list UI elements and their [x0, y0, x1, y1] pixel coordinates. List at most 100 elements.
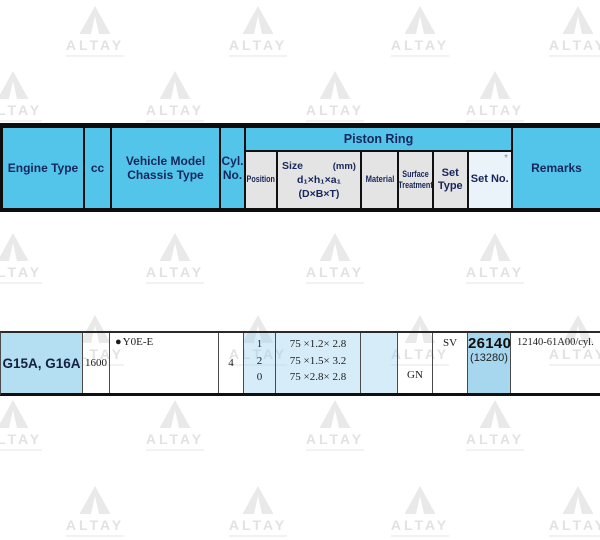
cell-set-no: 26140 (13280) [468, 333, 511, 393]
header-cyl-line2: No. [222, 168, 243, 182]
altay-watermark-text: ALTAY [305, 431, 365, 447]
altay-watermark-text: ALTAY [145, 264, 205, 280]
size-value: 75 ×1.5× 3.2 [289, 354, 347, 367]
altay-logo-icon [79, 6, 111, 34]
cell-surface-treatment: GN [398, 333, 433, 393]
altay-watermark-text: ALTAY [548, 37, 600, 53]
altay-watermark-subline [66, 55, 124, 57]
set-no-alt-value: (13280) [470, 352, 508, 364]
altay-watermark-subline [0, 120, 42, 122]
cell-engine-type: G15A, G16A [1, 333, 83, 393]
set-type-value: SV [442, 337, 458, 349]
altay-watermark-text: ALTAY [65, 37, 125, 53]
header-remarks-label: Remarks [531, 161, 582, 175]
altay-logo-icon [242, 486, 274, 514]
header-set-type-line2: Type [437, 180, 463, 192]
altay-watermark-text: ALTAY [465, 102, 525, 118]
altay-logo-icon [319, 233, 351, 261]
altay-logo-icon [159, 233, 191, 261]
header-surface-line2: Treatment [398, 180, 433, 190]
cc-value: 1600 [85, 357, 107, 369]
altay-watermark-text: ALTAY [305, 102, 365, 118]
header-engine-type-label: Engine Type [7, 161, 79, 175]
catalog-header-table: Engine Type cc Vehicle Model Chassis Typ… [0, 123, 600, 212]
altay-logo-icon [562, 6, 594, 34]
header-piston-ring-subcolumns: Position Size (mm) d₁×h₁×a₁ (D×B×T) Mate… [246, 152, 511, 208]
altay-watermark-text: ALTAY [65, 517, 125, 533]
cell-cc: 1600 [83, 333, 110, 393]
altay-watermark: ALTAY [290, 71, 380, 122]
altay-watermark-text: ALTAY [305, 264, 365, 280]
set-no-value: 26140 [468, 335, 512, 352]
altay-watermark: ALTAY [130, 71, 220, 122]
header-cyl-no: Cyl. No. [221, 128, 246, 208]
altay-logo-icon [319, 400, 351, 428]
altay-watermark: ALTAY [533, 6, 600, 57]
altay-logo-icon [479, 400, 511, 428]
altay-logo-icon [479, 233, 511, 261]
header-material: Material [361, 152, 399, 208]
altay-logo-icon [159, 71, 191, 99]
altay-watermark-subline [391, 535, 449, 537]
altay-watermark-subline [0, 282, 42, 284]
altay-watermark-text: ALTAY [465, 264, 525, 280]
header-cyl-line1: Cyl. [221, 154, 244, 168]
altay-watermark-subline [66, 535, 124, 537]
altay-watermark: ALTAY [450, 71, 540, 122]
altay-watermark-text: ALTAY [228, 517, 288, 533]
altay-logo-icon [562, 486, 594, 514]
altay-watermark: ALTAY [50, 486, 140, 537]
altay-watermark: ALTAY [290, 400, 380, 451]
altay-watermark-text: ALTAY [0, 431, 43, 447]
header-vehicle-model: Vehicle Model Chassis Type [112, 128, 221, 208]
header-vehicle-model-line2: Chassis Type [127, 168, 204, 182]
altay-watermark-subline [146, 449, 204, 451]
altay-logo-icon [404, 486, 436, 514]
altay-watermark: ALTAY [450, 233, 540, 284]
cell-set-type: SV [433, 333, 468, 393]
altay-logo-icon [404, 6, 436, 34]
cell-size: 75 ×1.2× 2.8 75 ×1.5× 3.2 75 ×2.8× 2.8 [276, 333, 361, 393]
altay-logo-icon [242, 6, 274, 34]
altay-watermark-text: ALTAY [390, 37, 450, 53]
altay-watermark-subline [306, 449, 364, 451]
altay-logo-icon [79, 486, 111, 514]
header-piston-ring-label: Piston Ring [343, 132, 414, 146]
altay-watermark: ALTAY [130, 400, 220, 451]
position-value: 2 [256, 354, 263, 367]
cyl-no-value: 4 [228, 357, 234, 369]
size-value: 75 ×2.8× 2.8 [289, 371, 347, 383]
header-set-type-line1: Set [441, 167, 459, 179]
altay-watermark: ALTAY [0, 400, 58, 451]
header-engine-type: Engine Type [3, 128, 85, 208]
header-cc-label: cc [90, 161, 105, 175]
altay-watermark: ALTAY [375, 6, 465, 57]
header-piston-ring-group: Piston Ring Position Size (mm) d₁×h₁×a₁ … [246, 128, 513, 208]
altay-watermark-subline [549, 535, 600, 537]
header-set-no-label: Set No. [470, 173, 509, 186]
altay-watermark-subline [466, 449, 524, 451]
header-set-type: Set Type [433, 152, 469, 208]
set-no-asterisk: * [504, 153, 508, 164]
altay-watermark: ALTAY [0, 71, 58, 122]
position-value: 1 [256, 338, 263, 350]
header-remarks: Remarks [513, 128, 600, 208]
altay-watermark-subline [306, 282, 364, 284]
position-value: 0 [256, 371, 263, 383]
altay-logo-icon [159, 400, 191, 428]
altay-watermark-text: ALTAY [465, 431, 525, 447]
altay-watermark-subline [549, 55, 600, 57]
altay-watermark-subline [0, 449, 42, 451]
vehicle-model-value: Y0E-E [122, 336, 154, 348]
header-size: Size (mm) d₁×h₁×a₁ (D×B×T) [278, 152, 362, 208]
altay-watermark: ALTAY [130, 233, 220, 284]
header-vehicle-model-line1: Vehicle Model [125, 154, 206, 168]
header-position: Position [246, 152, 278, 208]
altay-watermark-subline [146, 282, 204, 284]
header-material-label: Material [365, 174, 394, 186]
surface-treatment-value: GN [407, 369, 423, 381]
size-value: 75 ×1.2× 2.8 [289, 338, 347, 350]
altay-watermark-subline [229, 535, 287, 537]
header-set-no: * Set No. [468, 152, 511, 208]
altay-watermark-text: ALTAY [228, 37, 288, 53]
